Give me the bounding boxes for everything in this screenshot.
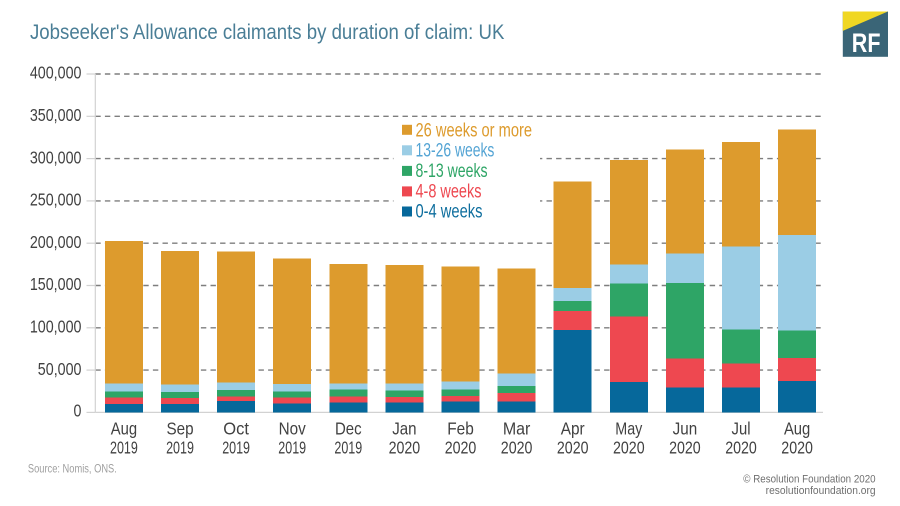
svg-text:2019: 2019 [110, 439, 138, 459]
svg-text:Apr: Apr [561, 419, 585, 438]
svg-text:13-26 weeks: 13-26 weeks [416, 139, 495, 161]
svg-text:Nov: Nov [279, 419, 307, 438]
svg-text:Source: Nomis, ONS.: Source: Nomis, ONS. [28, 464, 117, 476]
svg-text:Aug: Aug [784, 419, 810, 438]
svg-text:4-8 weeks: 4-8 weeks [416, 180, 482, 201]
svg-text:Dec: Dec [335, 419, 362, 438]
svg-text:Jobseeker's Allowance claimant: Jobseeker's Allowance claimants by durat… [30, 21, 505, 45]
svg-text:© Resolution Foundation 2020: © Resolution Foundation 2020 [743, 474, 876, 486]
svg-text:2020: 2020 [781, 439, 813, 458]
svg-text:2019: 2019 [222, 439, 250, 459]
svg-text:0: 0 [74, 402, 82, 421]
svg-text:2019: 2019 [278, 439, 306, 459]
svg-text:Jan: Jan [392, 419, 416, 438]
svg-text:RF: RF [852, 29, 881, 59]
svg-text:Feb: Feb [447, 419, 474, 438]
svg-text:100,000: 100,000 [30, 318, 82, 337]
svg-text:2020: 2020 [501, 439, 533, 458]
svg-text:350,000: 350,000 [30, 107, 82, 126]
svg-text:2019: 2019 [334, 439, 362, 459]
svg-text:resolutionfoundation.org: resolutionfoundation.org [766, 485, 876, 497]
svg-text:Sep: Sep [166, 419, 193, 438]
svg-text:Jun: Jun [673, 419, 697, 438]
svg-text:400,000: 400,000 [30, 64, 82, 83]
svg-text:250,000: 250,000 [30, 191, 82, 210]
svg-text:26 weeks or more: 26 weeks or more [416, 120, 533, 141]
svg-text:200,000: 200,000 [30, 234, 82, 253]
svg-text:May: May [615, 420, 642, 439]
svg-text:Mar: Mar [503, 419, 531, 439]
svg-text:2020: 2020 [389, 439, 421, 458]
svg-text:2019: 2019 [166, 439, 194, 459]
svg-text:Oct: Oct [223, 419, 249, 439]
svg-text:2020: 2020 [445, 439, 477, 458]
svg-text:2020: 2020 [557, 439, 589, 458]
svg-text:Aug: Aug [111, 419, 137, 438]
svg-text:150,000: 150,000 [30, 276, 82, 295]
svg-text:50,000: 50,000 [38, 361, 82, 380]
svg-text:8-13 weeks: 8-13 weeks [416, 160, 488, 182]
svg-text:2020: 2020 [669, 439, 701, 458]
svg-text:0-4 weeks: 0-4 weeks [416, 201, 483, 222]
svg-text:Jul: Jul [732, 419, 751, 438]
svg-text:2020: 2020 [613, 439, 645, 458]
svg-text:300,000: 300,000 [30, 149, 82, 168]
svg-text:2020: 2020 [725, 439, 757, 458]
